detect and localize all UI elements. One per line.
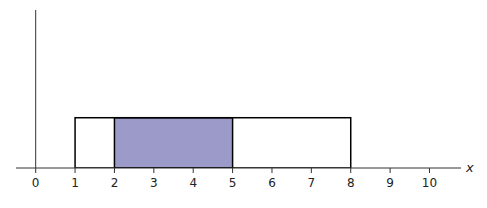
x-tick xyxy=(193,168,194,173)
marks xyxy=(75,118,351,168)
x-tick xyxy=(390,168,391,173)
x-tick-label: 5 xyxy=(229,176,237,190)
x-tick-label: 3 xyxy=(150,176,158,190)
x-tick-label: 10 xyxy=(422,176,437,190)
x-tick xyxy=(429,168,430,173)
x-tick xyxy=(232,168,233,173)
shaded-region xyxy=(114,118,232,168)
chart-container: 0 1 2 3 4 5 6 7 8 9 10 x xyxy=(0,0,487,208)
y-axis-line xyxy=(35,10,36,168)
x-tick xyxy=(311,168,312,173)
x-axis-line xyxy=(16,168,461,169)
x-tick-label: 8 xyxy=(347,176,355,190)
uniform-box xyxy=(75,118,351,168)
x-tick-label: 1 xyxy=(71,176,79,190)
x-tick-label: 2 xyxy=(111,176,119,190)
x-axis-label: x xyxy=(465,160,474,175)
x-tick-label: 9 xyxy=(386,176,394,190)
x-tick-label: 4 xyxy=(189,176,197,190)
x-tick xyxy=(271,168,272,173)
x-tick xyxy=(75,168,76,173)
chart-svg: 0 1 2 3 4 5 6 7 8 9 10 x xyxy=(0,0,487,208)
x-tick xyxy=(153,168,154,173)
x-tick xyxy=(114,168,115,173)
x-tick-label: 7 xyxy=(308,176,316,190)
x-tick-label: 6 xyxy=(268,176,276,190)
x-tick xyxy=(350,168,351,173)
x-tick xyxy=(35,168,36,173)
x-tick-label: 0 xyxy=(32,176,40,190)
